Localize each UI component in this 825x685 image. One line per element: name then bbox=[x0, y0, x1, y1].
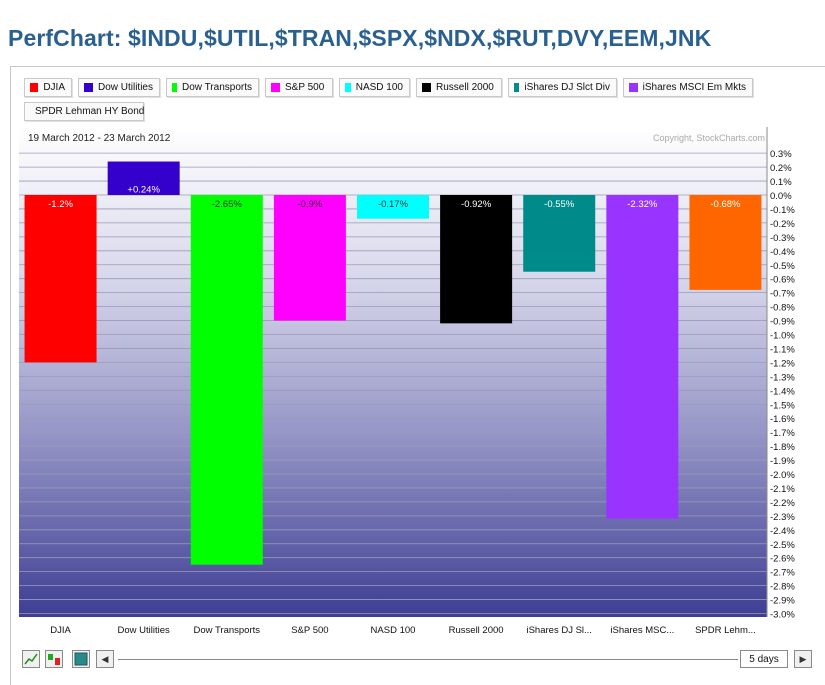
y-tick-label: -2.3% bbox=[770, 512, 795, 523]
y-tick-label: -0.2% bbox=[770, 219, 795, 230]
legend-swatch bbox=[271, 83, 280, 92]
legend-label: iShares MSCI Em Mkts bbox=[642, 82, 746, 93]
bar bbox=[190, 195, 263, 565]
y-tick-label: -2.2% bbox=[770, 498, 795, 509]
y-tick-label: -1.7% bbox=[770, 428, 795, 439]
x-tick-label: NASD 100 bbox=[371, 625, 416, 636]
y-tick-label: 0.1% bbox=[770, 177, 792, 188]
bar bbox=[357, 195, 429, 219]
bar-value-label: -0.55% bbox=[544, 199, 575, 210]
y-tick-label: -0.4% bbox=[770, 247, 795, 258]
legend-swatch bbox=[30, 83, 39, 92]
y-tick-label: -2.1% bbox=[770, 484, 795, 495]
y-tick-label: 0.0% bbox=[770, 191, 792, 202]
legend-label: iShares DJ Slct Div bbox=[524, 82, 610, 93]
y-tick-label: -0.1% bbox=[770, 205, 795, 216]
legend-item[interactable]: iShares DJ Slct Div bbox=[508, 78, 617, 97]
bar-value-label: -0.9% bbox=[297, 199, 322, 210]
y-tick-label: -2.0% bbox=[770, 470, 795, 481]
bar bbox=[107, 161, 180, 195]
y-tick-label: -2.6% bbox=[770, 554, 795, 565]
x-tick-label: SPDR Lehm... bbox=[695, 625, 756, 636]
y-tick-label: -2.4% bbox=[770, 526, 795, 537]
y-tick-label: -2.9% bbox=[770, 596, 795, 607]
y-tick-label: -2.8% bbox=[770, 582, 795, 593]
period-select[interactable]: 5 days bbox=[740, 650, 788, 668]
bar-value-label: -1.2% bbox=[48, 199, 73, 210]
legend-item[interactable]: Dow Utilities bbox=[78, 78, 160, 97]
x-tick-label: DJIA bbox=[50, 625, 71, 636]
y-tick-label: -1.8% bbox=[770, 442, 795, 453]
x-tick-label: iShares DJ Sl... bbox=[526, 625, 591, 636]
legend-swatch bbox=[514, 83, 520, 92]
scroll-left-button[interactable]: ◀ bbox=[96, 650, 114, 668]
y-tick-label: -0.7% bbox=[770, 289, 795, 300]
y-tick-label: -0.8% bbox=[770, 303, 795, 314]
bar-value-label: -0.92% bbox=[461, 199, 492, 210]
y-tick-label: -1.4% bbox=[770, 386, 795, 397]
legend-label: Dow Utilities bbox=[97, 82, 153, 93]
scroll-right-button[interactable]: ▶ bbox=[794, 650, 812, 668]
legend-item[interactable]: S&P 500 bbox=[265, 78, 333, 97]
y-tick-label: -1.9% bbox=[770, 456, 795, 467]
y-tick-label: -1.5% bbox=[770, 400, 795, 411]
y-tick-label: -0.9% bbox=[770, 317, 795, 328]
legend-item[interactable]: Dow Transports bbox=[166, 78, 259, 97]
y-tick-label: 0.2% bbox=[770, 163, 792, 174]
legend-label: S&P 500 bbox=[285, 82, 325, 93]
y-tick-label: -1.3% bbox=[770, 372, 795, 383]
legend-item[interactable]: NASD 100 bbox=[339, 78, 410, 97]
y-tick-label: -1.2% bbox=[770, 358, 795, 369]
legend-swatch bbox=[345, 83, 351, 92]
y-tick-label: -2.7% bbox=[770, 568, 795, 579]
copyright-text: Copyright, StockCharts.com bbox=[653, 133, 765, 143]
bar-value-label: -0.68% bbox=[710, 199, 741, 210]
y-tick-label: -1.0% bbox=[770, 331, 795, 342]
legend-swatch bbox=[422, 83, 431, 92]
legend-item[interactable]: DJIA bbox=[24, 78, 72, 97]
legend-label: Russell 2000 bbox=[436, 82, 494, 93]
bar-value-label: -2.32% bbox=[627, 199, 658, 210]
legend-swatch bbox=[172, 83, 177, 92]
legend-swatch bbox=[629, 83, 638, 92]
bar-chart-icon[interactable] bbox=[45, 650, 63, 668]
x-tick-label: Dow Transports bbox=[194, 625, 261, 636]
bar bbox=[24, 195, 97, 363]
bar bbox=[273, 195, 346, 321]
y-tick-label: -3.0% bbox=[770, 610, 795, 621]
time-scroll-track[interactable] bbox=[118, 659, 738, 660]
legend-item[interactable]: SPDR Lehman HY Bond bbox=[24, 102, 144, 121]
legend-label: NASD 100 bbox=[355, 82, 403, 93]
y-tick-label: -1.1% bbox=[770, 344, 795, 355]
line-chart-icon[interactable] bbox=[22, 650, 40, 668]
x-tick-label: S&P 500 bbox=[291, 625, 328, 636]
x-tick-label: Russell 2000 bbox=[449, 625, 504, 636]
bar bbox=[440, 195, 513, 324]
legend-swatch bbox=[84, 83, 93, 92]
chart-controls: ◀ 5 days ▶ bbox=[22, 650, 817, 672]
y-tick-label: -0.5% bbox=[770, 261, 795, 272]
bar bbox=[689, 195, 762, 290]
y-tick-label: -0.3% bbox=[770, 233, 795, 244]
legend-label: Dow Transports bbox=[181, 82, 252, 93]
histogram-icon[interactable] bbox=[72, 650, 90, 668]
y-tick-label: 0.3% bbox=[770, 149, 792, 160]
bar bbox=[523, 195, 596, 272]
legend-item[interactable]: Russell 2000 bbox=[416, 78, 502, 97]
y-tick-label: -0.6% bbox=[770, 275, 795, 286]
x-tick-label: iShares MSC... bbox=[610, 625, 674, 636]
bar-value-label: -2.65% bbox=[212, 199, 243, 210]
legend-label: DJIA bbox=[43, 82, 65, 93]
y-tick-label: -2.5% bbox=[770, 540, 795, 551]
bar-value-label: -0.17% bbox=[378, 199, 409, 210]
x-tick-label: Dow Utilities bbox=[118, 625, 171, 636]
y-tick-label: -1.6% bbox=[770, 414, 795, 425]
date-range-label: 19 March 2012 - 23 March 2012 bbox=[28, 133, 171, 144]
bar bbox=[606, 195, 679, 519]
legend-label: SPDR Lehman HY Bond bbox=[35, 106, 145, 117]
bar-value-label: +0.24% bbox=[127, 185, 160, 196]
page-title: PerfChart: $INDU,$UTIL,$TRAN,$SPX,$NDX,$… bbox=[8, 25, 712, 51]
legend-item[interactable]: iShares MSCI Em Mkts bbox=[623, 78, 753, 97]
